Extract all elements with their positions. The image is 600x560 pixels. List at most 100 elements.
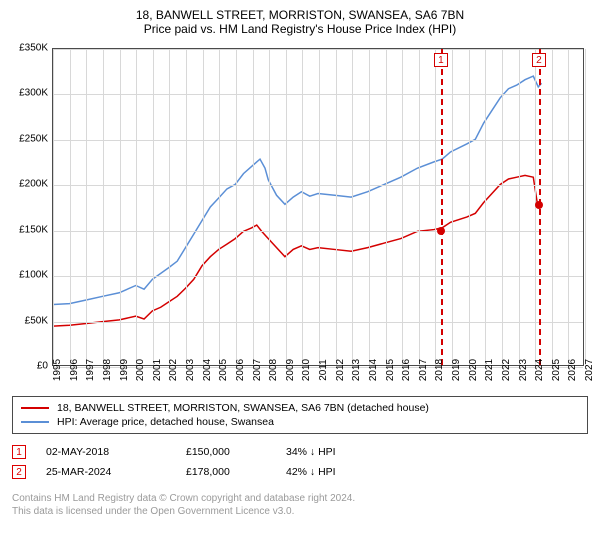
y-axis: £0£50K£100K£150K£200K£250K£300K£350K [12, 48, 50, 366]
gridline-v [485, 49, 486, 365]
x-tick-label: 1998 [102, 359, 113, 381]
gridline-v [369, 49, 370, 365]
x-tick-label: 2005 [218, 359, 229, 381]
gridline-v [352, 49, 353, 365]
x-tick-label: 2006 [235, 359, 246, 381]
gridline-v [386, 49, 387, 365]
gridline-v [169, 49, 170, 365]
event-price: £178,000 [186, 466, 266, 478]
x-tick-label: 1996 [69, 359, 80, 381]
x-tick-label: 2007 [252, 359, 263, 381]
gridline-v [469, 49, 470, 365]
x-tick-label: 2015 [385, 359, 396, 381]
gridline-v [419, 49, 420, 365]
x-tick-label: 2023 [518, 359, 529, 381]
gridline-v [219, 49, 220, 365]
gridline-v [153, 49, 154, 365]
x-tick-label: 2004 [202, 359, 213, 381]
gridline-v [86, 49, 87, 365]
y-tick-label: £50K [25, 315, 48, 326]
y-tick-label: £0 [37, 361, 48, 372]
marker-box: 2 [532, 53, 546, 67]
x-tick-label: 2013 [351, 359, 362, 381]
x-tick-label: 2000 [135, 359, 146, 381]
event-num: 1 [12, 445, 26, 459]
event-date: 02-MAY-2018 [46, 446, 166, 458]
legend-swatch [21, 407, 49, 409]
x-tick-label: 2027 [584, 359, 595, 381]
gridline-h [53, 140, 583, 141]
disclaimer-line: Contains HM Land Registry data © Crown c… [12, 492, 588, 505]
marker-line [441, 49, 443, 365]
gridline-v [286, 49, 287, 365]
y-tick-label: £350K [19, 43, 48, 54]
gridline-h [53, 94, 583, 95]
marker-point [535, 201, 543, 209]
x-tick-label: 2018 [434, 359, 445, 381]
gridline-v [253, 49, 254, 365]
x-tick-label: 2016 [401, 359, 412, 381]
disclaimer: Contains HM Land Registry data © Crown c… [12, 492, 588, 518]
gridline-v [53, 49, 54, 365]
gridline-v [552, 49, 553, 365]
x-tick-label: 1999 [119, 359, 130, 381]
y-tick-label: £150K [19, 224, 48, 235]
x-tick-label: 2010 [301, 359, 312, 381]
x-tick-label: 2014 [368, 359, 379, 381]
y-tick-label: £250K [19, 133, 48, 144]
legend-box: 18, BANWELL STREET, MORRISTON, SWANSEA, … [12, 396, 588, 434]
x-tick-label: 2020 [468, 359, 479, 381]
gridline-v [302, 49, 303, 365]
x-tick-label: 1995 [52, 359, 63, 381]
plot-area: 12 [52, 48, 584, 366]
gridline-v [103, 49, 104, 365]
event-row: 225-MAR-2024£178,00042% ↓ HPI [12, 462, 588, 482]
legend-label: 18, BANWELL STREET, MORRISTON, SWANSEA, … [57, 402, 429, 414]
event-row: 102-MAY-2018£150,00034% ↓ HPI [12, 442, 588, 462]
x-axis: 1995199619971998199920002001200220032004… [52, 366, 584, 392]
gridline-v [319, 49, 320, 365]
gridline-v [435, 49, 436, 365]
x-tick-label: 2011 [318, 359, 329, 381]
x-tick-label: 2025 [551, 359, 562, 381]
chart-container: 18, BANWELL STREET, MORRISTON, SWANSEA, … [0, 0, 600, 560]
legend-label: HPI: Average price, detached house, Swan… [57, 416, 274, 428]
gridline-v [236, 49, 237, 365]
gridline-h [53, 276, 583, 277]
gridline-v [336, 49, 337, 365]
gridline-v [452, 49, 453, 365]
x-tick-label: 2024 [534, 359, 545, 381]
event-date: 25-MAR-2024 [46, 466, 166, 478]
marker-box: 1 [434, 53, 448, 67]
y-tick-label: £100K [19, 270, 48, 281]
disclaimer-line: This data is licensed under the Open Gov… [12, 505, 588, 518]
gridline-h [53, 322, 583, 323]
marker-point [437, 227, 445, 235]
gridline-v [136, 49, 137, 365]
gridline-v [402, 49, 403, 365]
chart-title: 18, BANWELL STREET, MORRISTON, SWANSEA, … [12, 8, 588, 22]
x-tick-label: 2009 [285, 359, 296, 381]
legend-row: 18, BANWELL STREET, MORRISTON, SWANSEA, … [21, 401, 579, 415]
series-property [53, 175, 537, 326]
gridline-v [568, 49, 569, 365]
x-tick-label: 2026 [567, 359, 578, 381]
y-tick-label: £200K [19, 179, 48, 190]
gridline-v [70, 49, 71, 365]
event-pct: 34% ↓ HPI [286, 446, 396, 458]
gridline-v [519, 49, 520, 365]
gridline-v [203, 49, 204, 365]
legend-row: HPI: Average price, detached house, Swan… [21, 415, 579, 429]
x-tick-label: 2001 [152, 359, 163, 381]
x-tick-label: 2003 [185, 359, 196, 381]
legend-swatch [21, 421, 49, 423]
gridline-v [585, 49, 586, 365]
chart-subtitle: Price paid vs. HM Land Registry's House … [12, 22, 588, 36]
gridline-v [269, 49, 270, 365]
gridline-h [53, 185, 583, 186]
gridline-v [186, 49, 187, 365]
x-tick-label: 2017 [418, 359, 429, 381]
gridline-v [502, 49, 503, 365]
events-table: 102-MAY-2018£150,00034% ↓ HPI225-MAR-202… [12, 442, 588, 482]
gridline-v [120, 49, 121, 365]
